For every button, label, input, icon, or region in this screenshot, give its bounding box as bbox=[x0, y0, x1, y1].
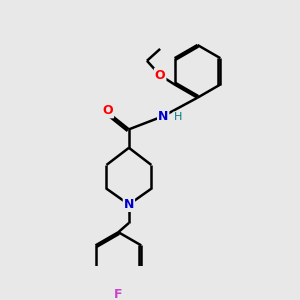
Text: O: O bbox=[155, 69, 165, 82]
Text: F: F bbox=[114, 288, 123, 300]
Text: N: N bbox=[124, 198, 134, 211]
Text: H: H bbox=[173, 112, 182, 122]
Text: O: O bbox=[103, 104, 113, 117]
Text: N: N bbox=[158, 110, 168, 123]
